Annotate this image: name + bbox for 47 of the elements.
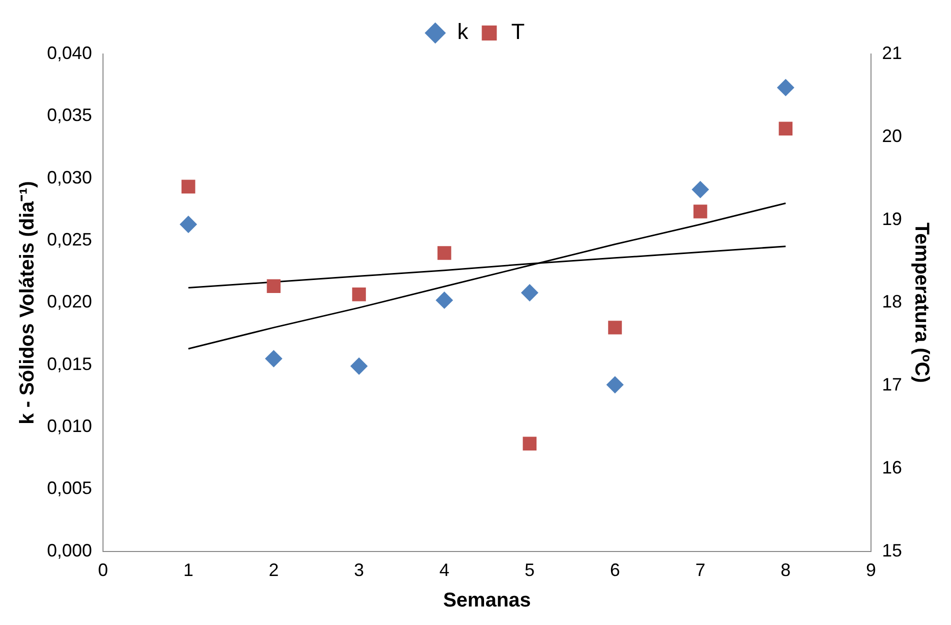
- y-tick-label: 0,000: [46, 540, 92, 560]
- x-tick-label: 4: [439, 560, 450, 580]
- point: [266, 279, 281, 293]
- y-tick-label: 0,030: [46, 167, 92, 188]
- y2-tick-label: 17: [882, 374, 902, 395]
- point: [521, 284, 538, 302]
- x-tick-label: 3: [354, 560, 364, 580]
- y-tick-label: 0,020: [46, 292, 92, 312]
- point: [777, 79, 794, 96]
- point: [265, 350, 282, 368]
- y-tick-label: 0,005: [46, 478, 92, 498]
- y-tick-label: 0,040: [46, 42, 92, 63]
- y-tick-label: 0,010: [46, 416, 92, 436]
- point: [693, 204, 708, 218]
- x-tick-label: 9: [866, 560, 876, 580]
- x-tick-label: 8: [780, 560, 791, 580]
- legend-label: T: [511, 19, 525, 44]
- point: [437, 246, 452, 260]
- x-tick-label: 0: [98, 560, 108, 580]
- y2-tick-label: 21: [882, 42, 902, 63]
- point: [692, 181, 709, 198]
- point: [522, 436, 537, 450]
- y-tick-label: 0,025: [46, 229, 92, 250]
- y2-axis-title: Temperatura (ºC): [910, 222, 932, 383]
- x-tick-label: 6: [610, 560, 620, 580]
- y-axis-title: k - Sólidos Voláteis (dia⁻¹): [16, 181, 39, 424]
- point: [436, 292, 453, 309]
- point: [350, 358, 368, 375]
- x-tick-label: 5: [524, 560, 535, 580]
- point: [180, 216, 197, 233]
- point: [608, 320, 622, 334]
- y-tick-label: 0,015: [46, 354, 92, 374]
- point: [606, 376, 624, 394]
- x-axis-title: Semanas: [443, 590, 531, 612]
- legend-label: k: [457, 19, 470, 44]
- x-tick-label: 1: [183, 560, 194, 580]
- y-tick-label: 0,035: [46, 105, 92, 126]
- x-tick-label: 2: [268, 560, 279, 580]
- point: [182, 180, 196, 194]
- point: [352, 288, 366, 302]
- x-tick-label: 7: [695, 560, 706, 580]
- y2-tick-label: 19: [882, 208, 902, 229]
- y2-tick-label: 15: [882, 540, 902, 560]
- y2-tick-label: 20: [882, 126, 902, 146]
- y2-tick-label: 16: [882, 457, 902, 478]
- point: [778, 122, 793, 136]
- y2-tick-label: 18: [882, 292, 902, 312]
